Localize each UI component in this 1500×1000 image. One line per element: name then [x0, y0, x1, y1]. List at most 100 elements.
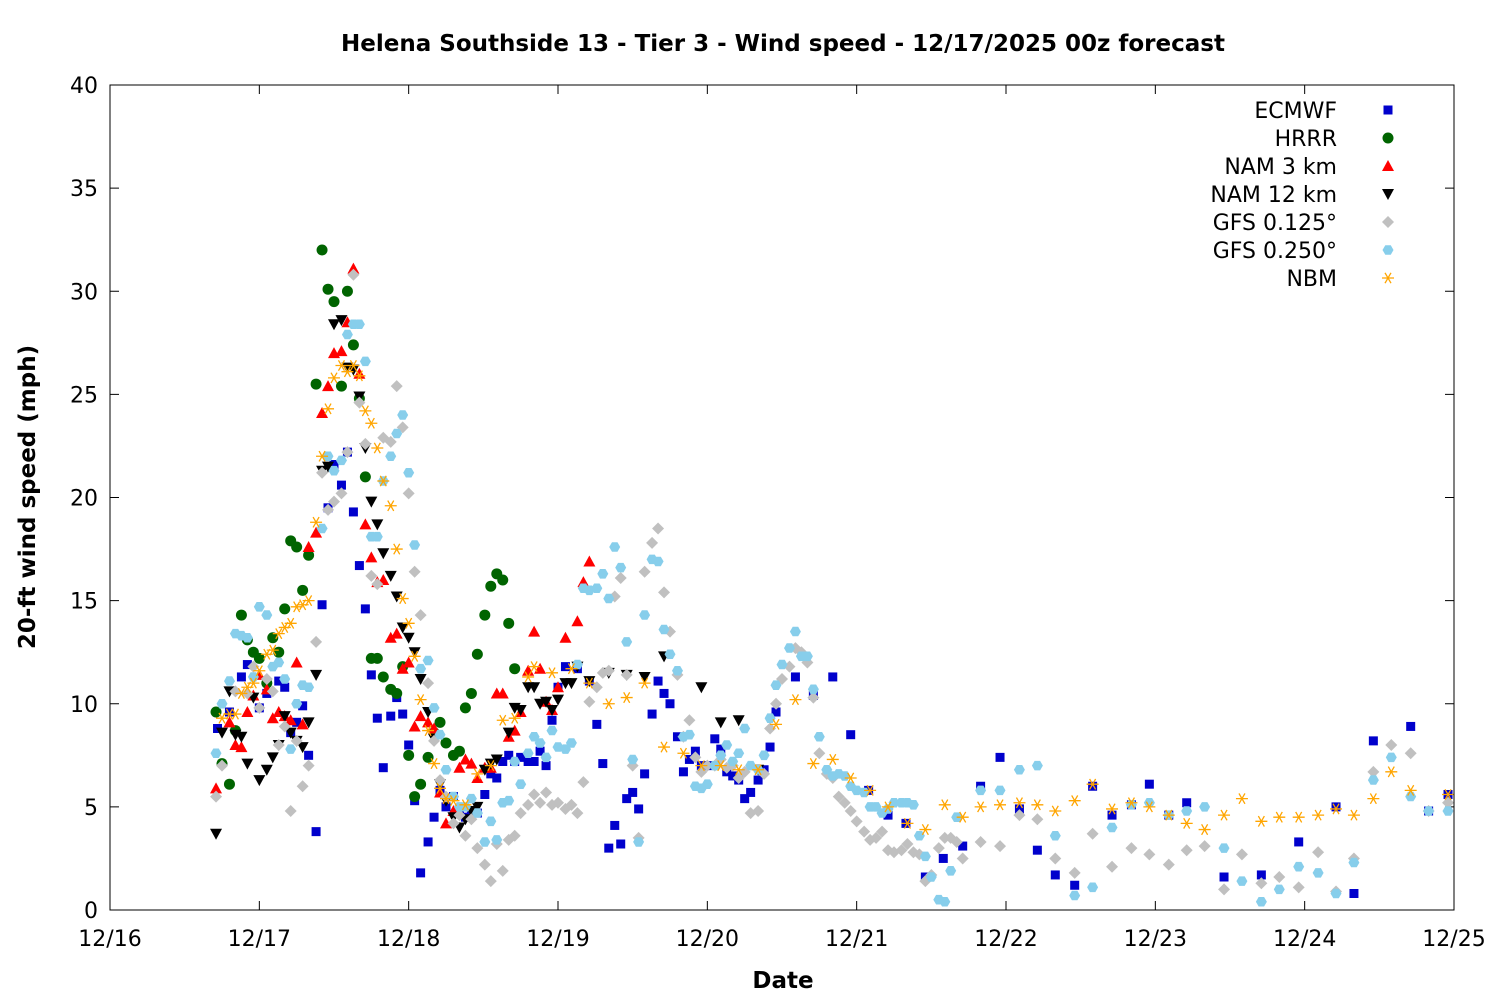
data-point [396, 593, 409, 605]
data-point [260, 764, 273, 776]
data-point [422, 677, 435, 690]
data-point [284, 805, 297, 817]
data-point [302, 541, 315, 552]
y-tick-label: 15 [70, 590, 98, 615]
data-point [1014, 804, 1024, 814]
data-point [715, 750, 727, 761]
data-point [664, 649, 676, 659]
data-point [646, 536, 659, 549]
data-point [371, 578, 384, 591]
data-point [832, 790, 845, 803]
data-point [316, 244, 328, 256]
data-point [789, 626, 801, 637]
data-point [597, 569, 609, 579]
data-point [459, 799, 472, 811]
data-point [310, 526, 323, 538]
data-point [522, 798, 535, 811]
data-point [784, 643, 795, 653]
data-point [284, 714, 297, 726]
data-point [1347, 809, 1360, 821]
data-point [415, 778, 427, 790]
data-point [1143, 848, 1156, 861]
data-point [316, 466, 329, 479]
y-tick-label: 25 [70, 383, 98, 408]
data-point [390, 627, 403, 639]
data-point [895, 844, 908, 857]
data-point [689, 751, 702, 764]
data-point [565, 678, 578, 690]
data-point [224, 676, 235, 686]
data-point [329, 460, 339, 469]
data-point [403, 749, 415, 761]
data-point [813, 747, 826, 760]
data-point [415, 663, 427, 674]
data-point [508, 829, 521, 842]
data-point [622, 794, 632, 804]
data-point [508, 712, 521, 724]
data-point [273, 646, 285, 658]
data-point [402, 632, 415, 644]
data-point [1031, 760, 1043, 771]
data-point [1273, 871, 1286, 883]
data-point [1273, 884, 1285, 895]
data-point [995, 752, 1005, 762]
data-point [235, 687, 248, 699]
data-point [939, 897, 951, 907]
data-point [429, 812, 439, 822]
data-point [290, 601, 303, 613]
data-point [577, 776, 590, 789]
data-point [422, 716, 435, 728]
data-point [296, 718, 309, 730]
data-point [434, 782, 447, 794]
data-point [690, 746, 700, 756]
data-point [1068, 866, 1081, 879]
data-point [253, 775, 266, 787]
data-point [235, 609, 247, 621]
data-point [1070, 880, 1080, 890]
data-point [366, 670, 376, 680]
data-point [377, 475, 390, 487]
data-point [1236, 876, 1248, 886]
data-point [1255, 877, 1268, 890]
data-point [322, 403, 335, 415]
data-point [640, 769, 650, 779]
data-point [311, 827, 321, 837]
data-point [210, 782, 223, 794]
data-point [441, 802, 451, 812]
data-point [638, 671, 651, 683]
data-point [423, 837, 433, 847]
data-point [229, 708, 242, 720]
data-point [1050, 870, 1060, 880]
data-point [347, 262, 360, 274]
data-point [398, 709, 408, 719]
data-point [1219, 872, 1229, 882]
data-points [210, 244, 1455, 907]
data-point [1180, 844, 1193, 857]
data-point [236, 672, 246, 682]
data-point [522, 671, 535, 683]
data-point [316, 450, 329, 462]
data-point [672, 666, 683, 676]
data-point [302, 717, 315, 729]
data-point [683, 714, 696, 727]
data-point [1255, 897, 1267, 907]
data-point [485, 580, 497, 592]
data-point [253, 602, 265, 612]
data-point [384, 631, 397, 643]
data-point [913, 831, 925, 841]
data-point [272, 739, 285, 751]
data-point [758, 750, 770, 761]
data-point [919, 851, 931, 862]
data-point [603, 593, 615, 604]
data-point [683, 729, 695, 740]
data-point [665, 699, 675, 709]
data-point [266, 685, 279, 698]
data-point [1125, 842, 1138, 855]
data-point [1348, 857, 1360, 868]
data-point [1235, 848, 1248, 861]
data-point [404, 740, 414, 750]
data-point [882, 801, 895, 813]
data-point [471, 768, 484, 780]
data-point [765, 742, 775, 752]
data-point [639, 610, 651, 620]
